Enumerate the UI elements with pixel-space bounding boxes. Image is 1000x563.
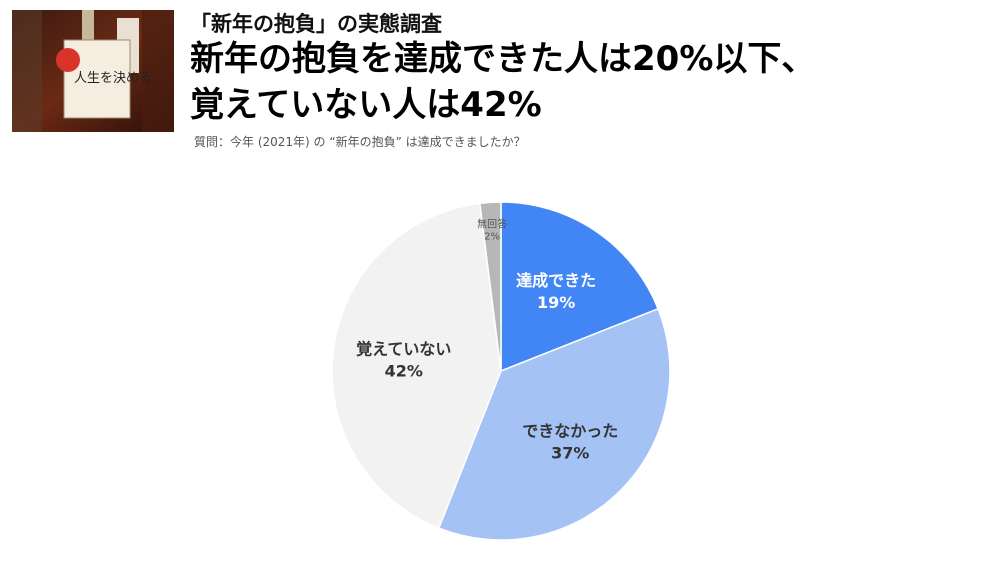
pie-label-name-2: 覚えていない xyxy=(356,340,451,359)
survey-question: 質問：今年 (2021年) の “新年の抱負” は達成できましたか？ xyxy=(194,135,526,149)
headline-line-1: 新年の抱負を達成できた人は20%以下、 xyxy=(190,39,816,79)
pie-slice-0 xyxy=(500,201,660,373)
headline: 新年の抱負を達成できた人は20%以下、 覚えていない人は42% xyxy=(190,36,815,128)
pie-label-name-3: 無回答 xyxy=(477,217,507,230)
pie-slice-2 xyxy=(331,202,502,530)
pie-label-name-1: できなかった xyxy=(522,421,618,440)
pie-slice-1 xyxy=(437,307,671,541)
pie-label-name-0: 達成できた xyxy=(516,271,596,290)
headline-line-2: 覚えていない人は42% xyxy=(190,85,542,125)
pie-label-1: できなかった 37% xyxy=(522,421,618,462)
photo-text: 人生を決める xyxy=(74,71,152,86)
header-photo: 人生を決める xyxy=(12,10,174,132)
pie-label-value-2: 42% xyxy=(385,362,423,381)
pie-label-2: 覚えていない 42% xyxy=(356,340,451,381)
pie-label-value-3: 2% xyxy=(484,231,500,242)
pie-slice-3 xyxy=(478,201,502,372)
pie-label-0: 達成できた 19% xyxy=(516,271,596,312)
pie-label-value-0: 19% xyxy=(537,293,575,312)
pie-label-value-1: 37% xyxy=(551,443,589,462)
subtitle: 「新年の抱負」の実態調査 xyxy=(190,12,442,36)
